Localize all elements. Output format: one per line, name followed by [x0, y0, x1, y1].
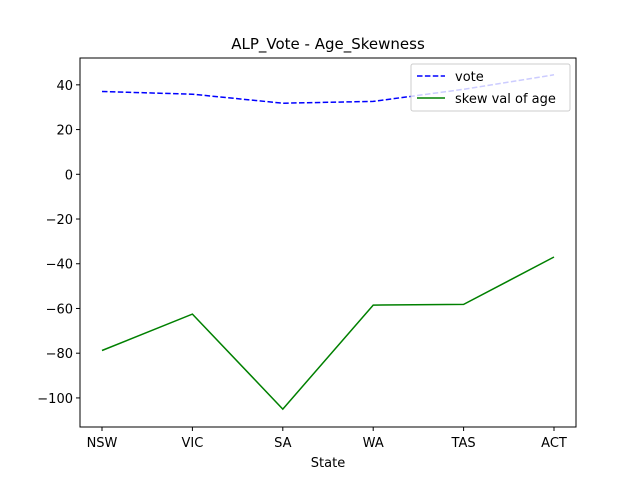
y-tick-label-4: −40	[46, 258, 73, 273]
series-line-1	[101, 256, 555, 411]
y-tick-label-7: −100	[37, 392, 73, 407]
x-tick-label-0: NSW	[87, 436, 118, 451]
y-tick-label-2: 0	[65, 168, 73, 183]
y-tick-label-5: −60	[46, 302, 73, 317]
x-tick-label-3: WA	[363, 436, 384, 451]
y-tick-label-0: 40	[56, 79, 73, 94]
y-tick-label-3: −20	[46, 213, 73, 228]
y-tick-label-1: 20	[56, 124, 73, 139]
plot-area: vote skew val of age NSW VIC SA WA TAS ACT 40 20 0…	[37, 57, 577, 451]
x-tick-label-5: ACT	[541, 436, 567, 451]
legend-label-1: skew val of age	[455, 92, 556, 107]
x-tick-label-2: SA	[274, 436, 291, 451]
x-tick-label-4: TAS	[451, 436, 476, 451]
legend-label-0: vote	[455, 70, 484, 85]
axes-frame	[79, 57, 577, 428]
series-line-0	[101, 74, 555, 104]
y-tick-label-6: −80	[46, 347, 73, 362]
x-axis-label: State	[311, 456, 345, 471]
legend-box	[410, 63, 571, 112]
chart-title: ALP_Vote - Age_Skewness	[231, 35, 425, 54]
x-tick-label-1: VIC	[181, 436, 203, 451]
